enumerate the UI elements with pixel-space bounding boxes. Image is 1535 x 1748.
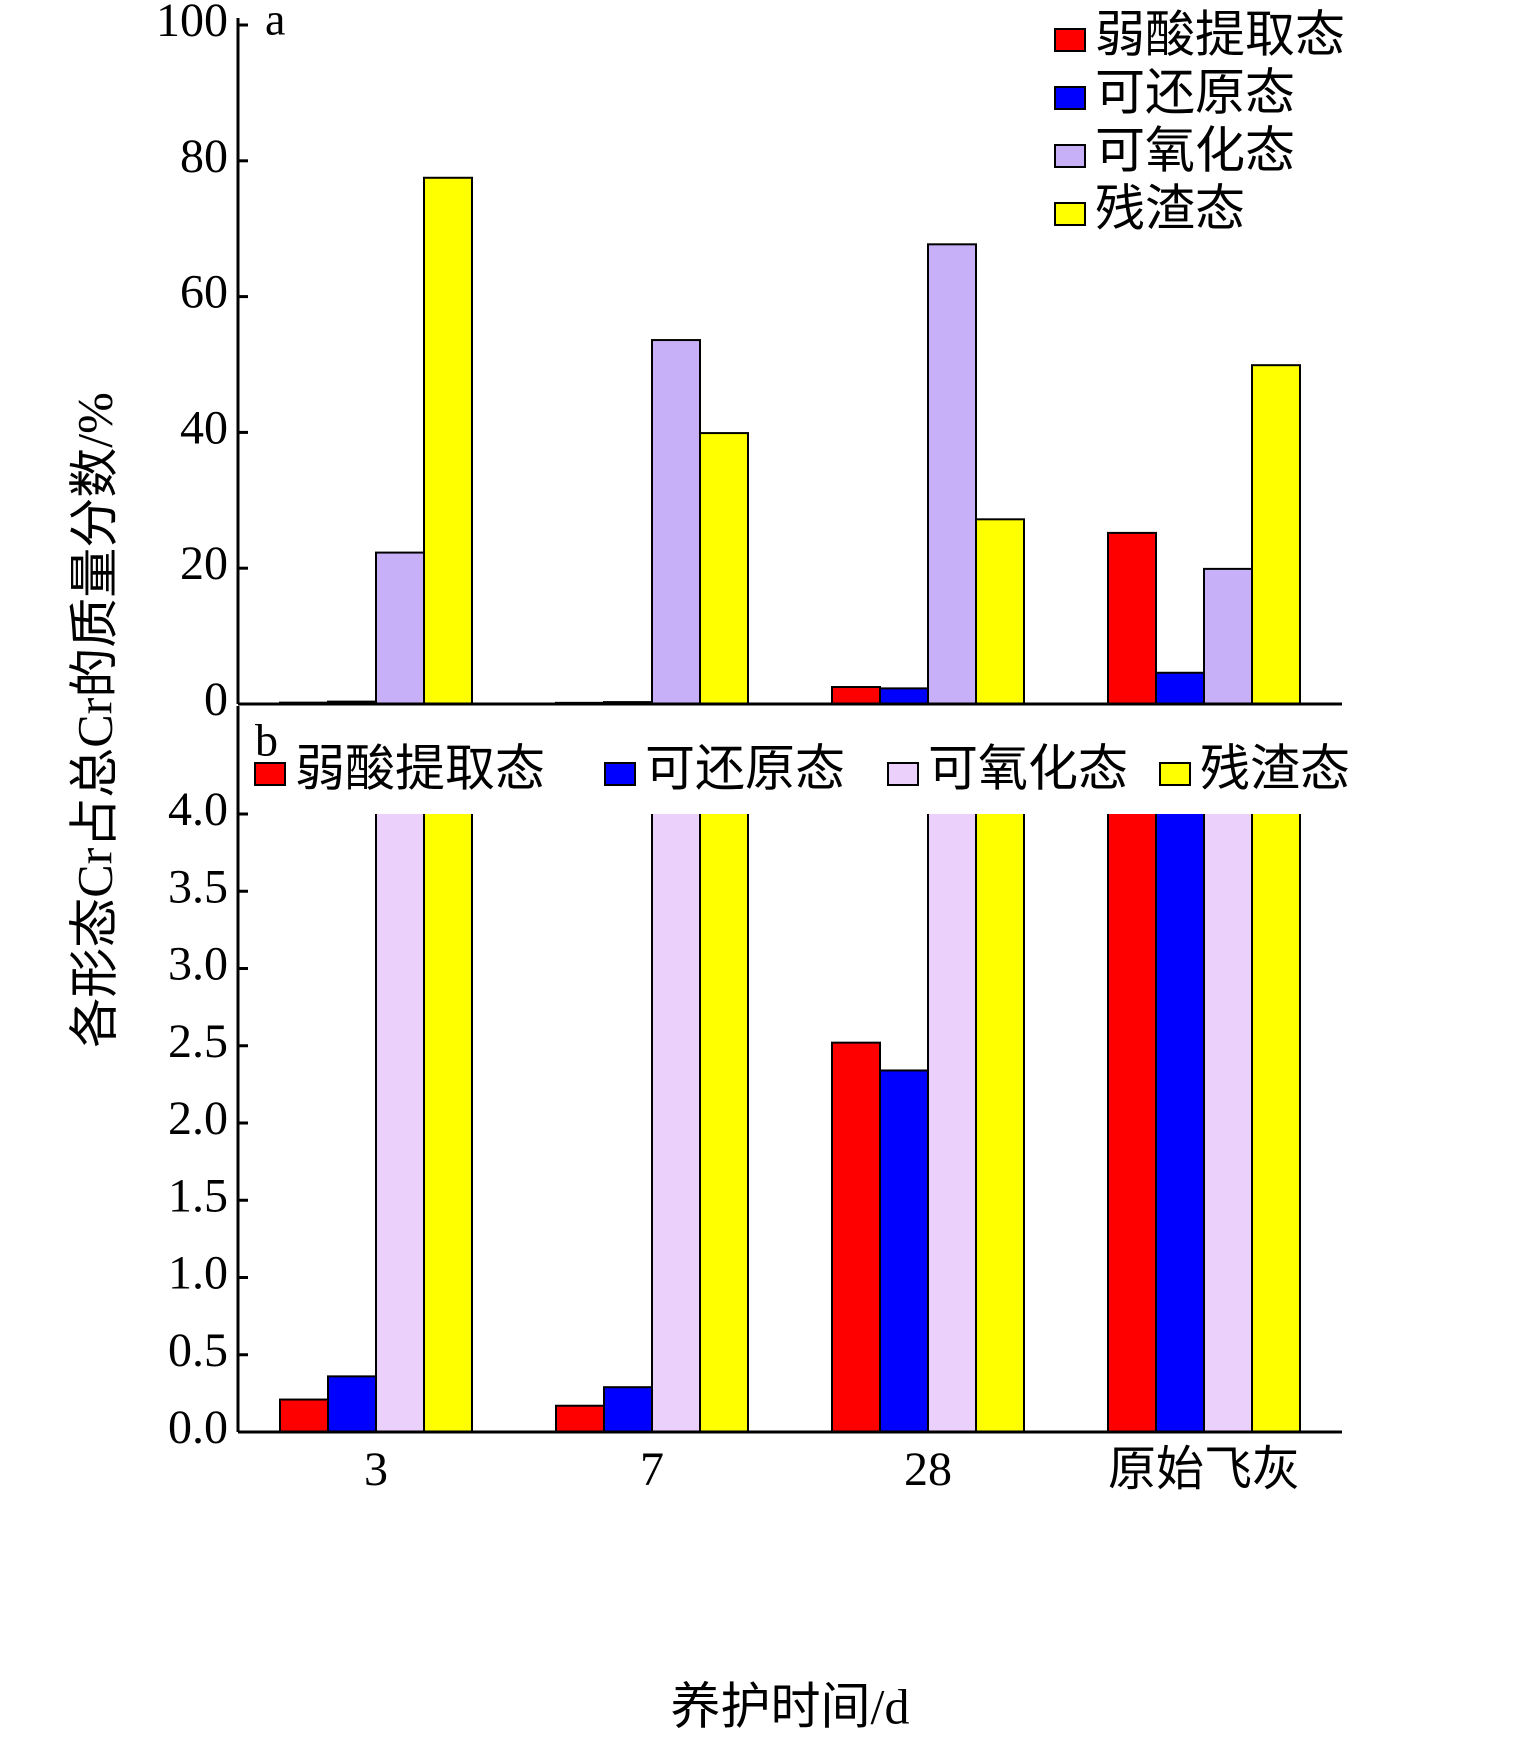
bar [603, 1386, 653, 1433]
bar [375, 814, 425, 1434]
legend-swatch [254, 762, 286, 786]
bar [375, 551, 425, 704]
bar [1107, 531, 1157, 704]
bar [1251, 364, 1301, 704]
bar [927, 243, 977, 704]
legend-label: 可氧化态 [1095, 122, 1295, 178]
legend-label: 可氧化态 [928, 740, 1128, 796]
y-tick-label: 100 [156, 0, 228, 47]
legend-label: 残渣态 [1200, 740, 1350, 796]
panel-label: a [265, 0, 285, 45]
x-tick-label: 7 [640, 1443, 664, 1496]
legend-swatch [1159, 762, 1191, 786]
bar [1155, 814, 1205, 1433]
panel-label: b [255, 715, 278, 766]
y-tick-label: 20 [180, 537, 228, 590]
bar [831, 686, 881, 704]
bar [651, 814, 701, 1433]
x-tick-label: 3 [364, 1443, 388, 1496]
legend-swatch [1054, 144, 1086, 168]
legend-label: 弱酸提取态 [1095, 6, 1345, 62]
y-tick-label: 3.0 [168, 938, 228, 991]
y-axis-label: 各形态Cr占总Cr的质量分数/% [66, 392, 122, 1048]
bar [927, 814, 977, 1433]
y-tick-label: 4.0 [168, 783, 228, 836]
legend-label: 可还原态 [645, 740, 845, 796]
y-tick-label: 60 [180, 266, 228, 319]
y-tick-label: 0.5 [168, 1324, 228, 1377]
x-tick-label: 原始飞灰 [1108, 1443, 1300, 1496]
legend-label: 可还原态 [1095, 64, 1295, 120]
x-axis-label: 养护时间/d [671, 1678, 910, 1734]
y-tick-label: 2.5 [168, 1015, 228, 1068]
bar [555, 1404, 605, 1433]
bar [975, 518, 1025, 704]
legend-swatch [887, 762, 919, 786]
bar [279, 1398, 329, 1434]
legend-label: 弱酸提取态 [295, 740, 545, 796]
bars [279, 176, 1301, 704]
bar [1203, 567, 1253, 704]
legend-swatch [1054, 202, 1086, 226]
legend-swatch [1054, 28, 1086, 52]
y-tick-label: 1.0 [168, 1247, 228, 1300]
bar [1251, 814, 1301, 1433]
x-tick-label: 28 [904, 1443, 952, 1496]
bar [327, 1375, 377, 1434]
bar [879, 687, 929, 704]
y-tick-label: 3.5 [168, 860, 228, 913]
bar [699, 432, 749, 704]
bar [831, 1041, 881, 1434]
legend-swatch [604, 762, 636, 786]
y-tick-label: 0 [204, 673, 228, 726]
bar [699, 814, 749, 1433]
bar [651, 339, 701, 704]
y-tick-label: 0.0 [168, 1401, 228, 1454]
bar [879, 1069, 929, 1433]
bar [1155, 671, 1205, 704]
y-tick-label: 40 [180, 401, 228, 454]
plot: 各形态Cr占总Cr的质量分数/% 养护时间/d a b 0 20 40 60 80 100… [66, 0, 1350, 1734]
y-tick-label: 1.5 [168, 1169, 228, 1222]
y-tick-label: 80 [180, 130, 228, 183]
y-tick-label: 2.0 [168, 1092, 228, 1145]
legend-swatch [1054, 86, 1086, 110]
bar [423, 176, 473, 704]
legend-label: 残渣态 [1095, 180, 1245, 236]
bar [975, 814, 1025, 1433]
